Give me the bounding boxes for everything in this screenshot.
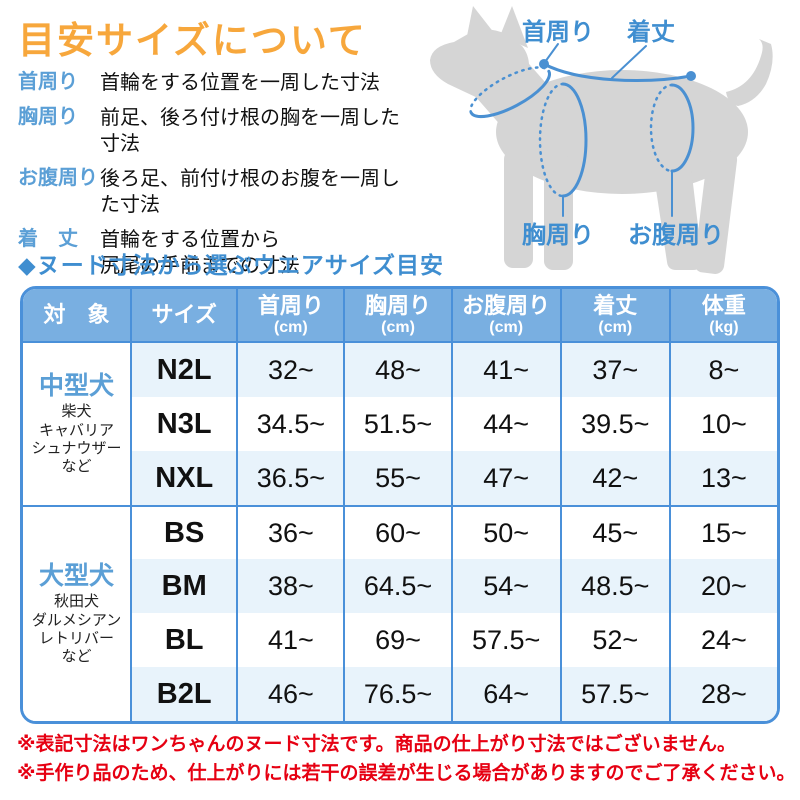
size-cell-bm: BM — [132, 559, 239, 613]
length-n3l: 39.5~ — [561, 397, 671, 451]
dog-measurement-diagram: 首周り 着丈 胸周り お腹周り — [410, 0, 800, 290]
table-section-title: ◆ヌード寸法から選ぶウエアサイズ目安 — [18, 252, 444, 278]
diagram-label-chest: 胸周り — [522, 222, 594, 249]
length-bm: 48.5~ — [561, 559, 671, 613]
chest-nxl: 55~ — [345, 451, 453, 505]
length-start-dot — [539, 59, 549, 69]
col-header-length: 着丈 (cm) — [561, 289, 671, 343]
weight-n3l: 10~ — [670, 397, 777, 451]
size-cell-bl: BL — [132, 613, 239, 667]
legend-label-belly: お腹周り — [18, 167, 98, 189]
col-header-belly: お腹周り (cm) — [452, 289, 562, 343]
neck-bm: 38~ — [238, 559, 346, 613]
size-cell-n3l: N3L — [132, 397, 239, 451]
weight-bl: 24~ — [670, 613, 777, 667]
note-line-2: ※手作り品のため、仕上がりには若干の誤差が生じる場合がありますのでご了承ください… — [17, 762, 796, 784]
length-end-dot — [686, 71, 696, 81]
neck-b2l: 46~ — [238, 667, 346, 721]
neck-bl: 41~ — [238, 613, 346, 667]
length-bl: 52~ — [561, 613, 671, 667]
legend-label-length: 着 丈 — [18, 228, 78, 250]
group-cell-medium-dog: 中型犬 柴犬 キャバリア シュナウザー など — [23, 343, 133, 505]
legend-desc-neck: 首輪をする位置を一周した寸法 — [100, 72, 380, 94]
size-cell-b2l: B2L — [132, 667, 239, 721]
chest-bl: 69~ — [345, 613, 453, 667]
col-header-neck: 首周り (cm) — [238, 289, 346, 343]
legend-desc-belly: 後ろ足、前付け根のお腹を一周した寸法 — [100, 168, 400, 216]
length-nxl: 42~ — [561, 451, 671, 505]
belly-b2l: 64~ — [452, 667, 562, 721]
note-line-1: ※表記寸法はワンちゃんのヌード寸法です。商品の仕上がり寸法ではございません。 — [17, 734, 737, 755]
chest-n2l: 48~ — [345, 343, 453, 397]
dog-silhouette-icon: 首周り 着丈 胸周り お腹周り — [430, 6, 773, 274]
col-header-size: サイズ — [132, 289, 239, 343]
size-cell-nxl: NXL — [132, 451, 239, 505]
belly-bs: 50~ — [452, 505, 562, 559]
size-cell-bs: BS — [132, 505, 239, 559]
length-n2l: 37~ — [561, 343, 671, 397]
belly-n3l: 44~ — [452, 397, 562, 451]
chest-bm: 64.5~ — [345, 559, 453, 613]
neck-n3l: 34.5~ — [238, 397, 346, 451]
legend-label-neck: 首周り — [18, 71, 78, 93]
belly-n2l: 41~ — [452, 343, 562, 397]
col-header-weight: 体重 (kg) — [670, 289, 777, 343]
legend-desc-length-line2: 尻尾の手前までの寸法 — [100, 255, 300, 277]
legend-label-chest: 胸周り — [18, 106, 78, 128]
neck-bs: 36~ — [238, 505, 346, 559]
col-header-chest: 胸周り (cm) — [345, 289, 453, 343]
legend-row-chest: 胸周り 前足、後ろ付け根の胸を一周した寸法 — [18, 105, 418, 157]
length-bs: 45~ — [561, 505, 671, 559]
page-title: 目安サイズについて — [18, 20, 367, 61]
weight-nxl: 13~ — [670, 451, 777, 505]
legend-row-neck: 首周り 首輪をする位置を一周した寸法 — [18, 70, 418, 96]
legend-row-belly: お腹周り 後ろ足、前付け根のお腹を一周した寸法 — [18, 166, 418, 218]
col-header-target: 対 象 — [23, 289, 133, 343]
chest-n3l: 51.5~ — [345, 397, 453, 451]
chest-bs: 60~ — [345, 505, 453, 559]
weight-bm: 20~ — [670, 559, 777, 613]
length-b2l: 57.5~ — [561, 667, 671, 721]
legend-desc-length: 首輪をする位置から 尻尾の手前までの寸法 — [100, 227, 300, 279]
weight-n2l: 8~ — [670, 343, 777, 397]
size-cell-n2l: N2L — [132, 343, 239, 397]
neck-n2l: 32~ — [238, 343, 346, 397]
diagram-label-neck: 首周り — [522, 18, 594, 46]
legend-row-length: 着 丈 首輪をする位置から 尻尾の手前までの寸法 — [18, 227, 418, 279]
legend-desc-chest: 前足、後ろ付け根の胸を一周した寸法 — [100, 107, 400, 155]
legend-desc-length-line1: 首輪をする位置から — [100, 229, 280, 251]
weight-b2l: 28~ — [670, 667, 777, 721]
group-cell-large-dog: 大型犬 秋田犬 ダルメシアン レトリバー など — [23, 505, 133, 721]
belly-bm: 54~ — [452, 559, 562, 613]
diagram-label-belly: お腹周り — [628, 221, 724, 249]
weight-bs: 15~ — [670, 505, 777, 559]
measurement-legend: 首周り 首輪をする位置を一周した寸法 胸周り 前足、後ろ付け根の胸を一周した寸法… — [18, 70, 418, 288]
chest-b2l: 76.5~ — [345, 667, 453, 721]
belly-bl: 57.5~ — [452, 613, 562, 667]
footer-notes: ※表記寸法はワンちゃんのヌード寸法です。商品の仕上がり寸法ではございません。 ※… — [17, 731, 795, 788]
belly-nxl: 47~ — [452, 451, 562, 505]
size-table: 対 象 サイズ 首周り (cm) 胸周り (cm) お腹周り (cm) 着丈 (cm) … — [20, 286, 780, 724]
diagram-label-length: 着丈 — [627, 18, 675, 46]
neck-nxl: 36.5~ — [238, 451, 346, 505]
